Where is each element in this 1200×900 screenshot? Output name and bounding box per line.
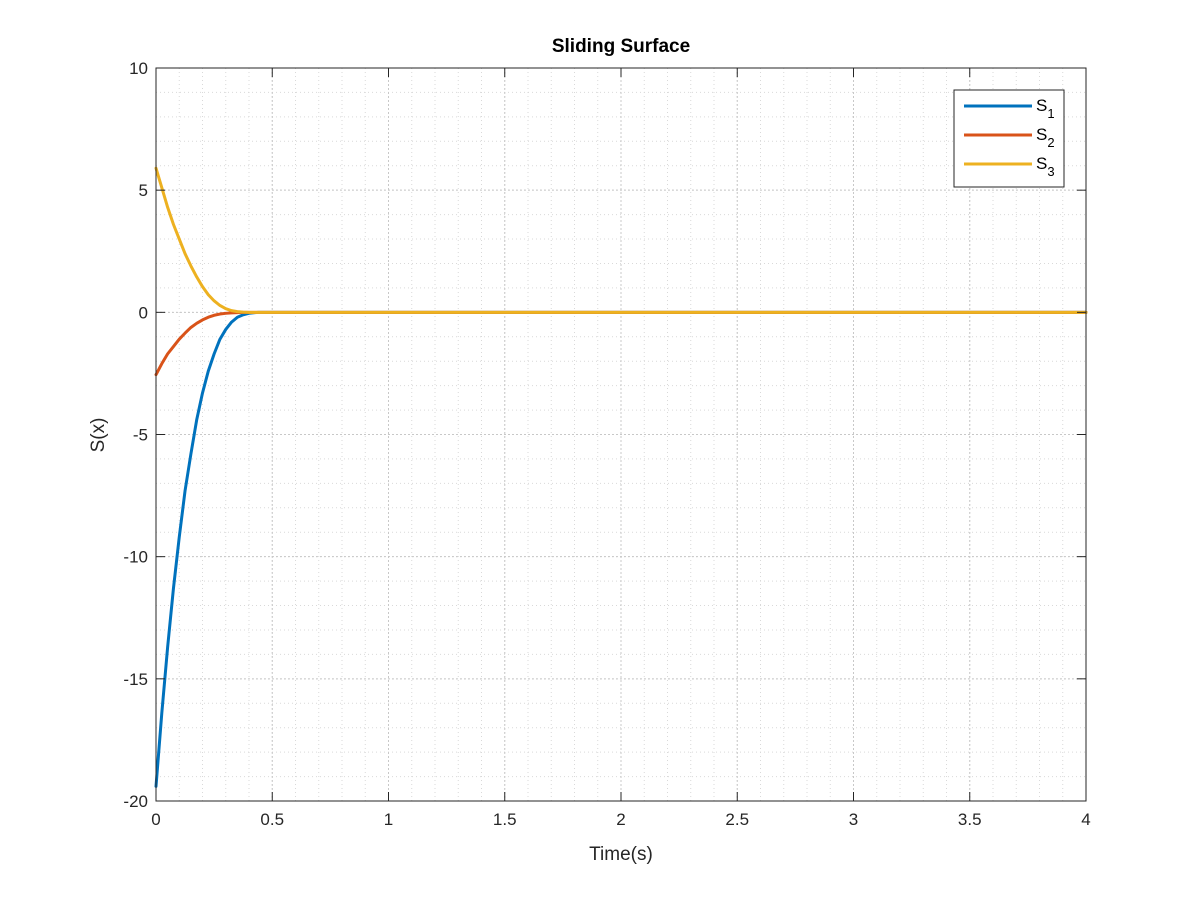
x-tick-label: 2.5 [725,810,749,829]
y-axis-title: S(x) [88,418,109,453]
legend-label-subscript: 3 [1047,164,1054,179]
legend-label-subscript: 1 [1047,106,1054,121]
y-tick-label: -15 [123,670,148,689]
x-tick-label: 1 [384,810,393,829]
y-tick-label: -5 [133,426,148,445]
series-layer [154,166,1088,788]
x-tick-label: 2 [616,810,625,829]
y-tick-label: 0 [139,303,148,322]
x-tick-label: 3.5 [958,810,982,829]
legend-label-subscript: 2 [1047,135,1054,150]
y-tick-label: 5 [139,181,148,200]
y-axis: -20 -15 -10 -5 0 5 10 [123,59,1086,811]
x-axis: 0 0.5 1 1.5 2 2.5 3 3.5 4 [151,68,1091,829]
y-tick-label: -10 [123,548,148,567]
y-tick-label: 10 [129,59,148,78]
x-tick-label: 3 [849,810,858,829]
chart-title: Sliding Surface [552,36,690,57]
x-tick-label: 1.5 [493,810,517,829]
x-axis-title: Time(s) [589,844,653,865]
x-tick-label: 0.5 [260,810,284,829]
y-tick-label: -20 [123,792,148,811]
x-tick-label: 4 [1081,810,1090,829]
series-line-s3 [154,166,1088,314]
x-tick-label: 0 [151,810,160,829]
